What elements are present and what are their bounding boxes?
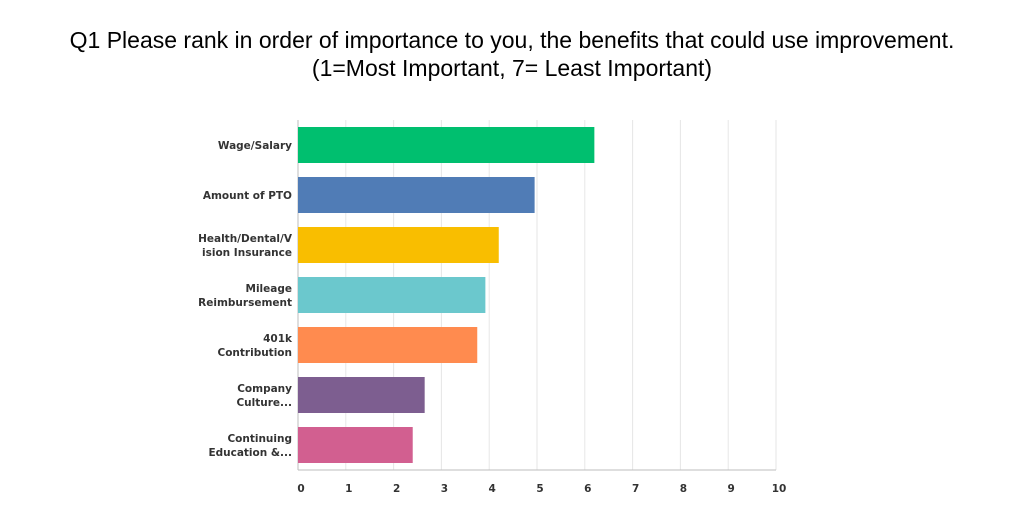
x-tick-label: 0: [297, 483, 304, 495]
category-label: Continuing Education &...: [208, 433, 292, 459]
x-tick-label: 5: [536, 483, 543, 495]
x-tick-label: 4: [489, 483, 496, 495]
x-tick-label: 10: [772, 483, 787, 495]
x-tick-label: 9: [728, 483, 735, 495]
x-tick-label: 2: [393, 483, 400, 495]
chart-title: Q1 Please rank in order of importance to…: [0, 26, 1024, 82]
x-tick-label: 8: [680, 483, 687, 495]
x-tick-label: 3: [441, 483, 448, 495]
bar[interactable]: [298, 427, 413, 463]
chart-title-line-1: Q1 Please rank in order of importance to…: [69, 27, 955, 53]
bar[interactable]: [298, 127, 595, 163]
category-label: Mileage Reimbursement: [198, 283, 292, 309]
category-label: 401k Contribution: [218, 333, 294, 359]
bar[interactable]: [298, 327, 478, 363]
category-label: Wage/Salary: [218, 140, 292, 152]
category-label: Health/Dental/V ision Insurance: [198, 233, 293, 259]
x-tick-label: 6: [584, 483, 591, 495]
bar[interactable]: [298, 227, 499, 263]
bar[interactable]: [298, 277, 486, 313]
chart-title-line-2: (1=Most Important, 7= Least Important): [311, 55, 713, 81]
bar[interactable]: [298, 177, 535, 213]
x-tick-label: 7: [632, 483, 639, 495]
bar[interactable]: [298, 377, 425, 413]
category-label: Company Culture...: [236, 383, 292, 409]
x-tick-label: 1: [345, 483, 352, 495]
category-label: Amount of PTO: [203, 190, 292, 202]
